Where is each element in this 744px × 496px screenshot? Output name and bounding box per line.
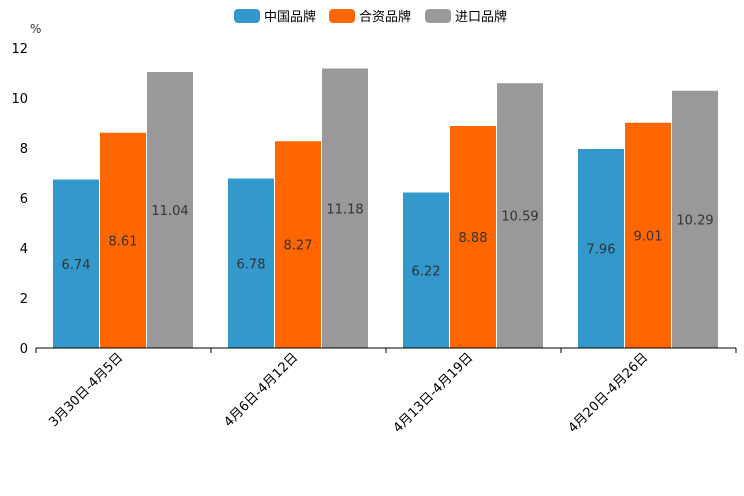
y-tick-label: 12 <box>11 42 28 57</box>
x-category-label: 4月13日-4月19日 <box>391 350 477 436</box>
bar-series <box>53 68 718 348</box>
data-label: 6.78 <box>237 257 266 272</box>
legend-label: 合资品牌 <box>359 9 411 25</box>
data-labels: 6.74 6.78 6.22 7.96 8.61 8.27 8.88 9.01 11.04 11.… <box>62 202 714 279</box>
bar-2-2 <box>275 141 321 348</box>
data-label: 10.59 <box>501 210 538 225</box>
data-label: 11.18 <box>326 202 363 217</box>
data-label: 8.88 <box>459 231 488 246</box>
y-tick-label: 0 <box>20 342 28 357</box>
bar-1-2 <box>228 178 274 348</box>
y-tick-label: 8 <box>20 142 28 157</box>
y-tick-label: 6 <box>20 192 28 207</box>
legend: 中国品牌 合资品牌 进口品牌 <box>234 9 507 25</box>
bar-2-3 <box>450 126 496 348</box>
bar-3-2 <box>322 68 368 348</box>
data-label: 10.29 <box>676 213 713 228</box>
x-category-label: 4月6日-4月12日 <box>221 350 301 430</box>
y-axis-unit-label: % <box>30 22 41 36</box>
x-category-label: 4月20日-4月26日 <box>566 350 652 436</box>
bar-1-4 <box>578 149 624 348</box>
y-tick-label: 4 <box>20 242 28 257</box>
legend-swatch <box>425 9 451 23</box>
bar-3-4 <box>672 90 718 348</box>
legend-swatch <box>234 9 260 23</box>
bar-1-3 <box>403 192 449 348</box>
data-label: 7.96 <box>587 243 616 258</box>
data-label: 6.74 <box>62 258 91 273</box>
legend-swatch <box>329 9 355 23</box>
bar-2-1 <box>100 132 146 348</box>
bar-3-1 <box>147 72 193 348</box>
legend-label: 进口品牌 <box>455 9 507 25</box>
data-label: 8.61 <box>109 234 138 249</box>
y-tick-label: 10 <box>11 92 28 107</box>
data-label: 9.01 <box>634 229 663 244</box>
bar-2-4 <box>625 122 671 348</box>
data-label: 6.22 <box>412 264 441 279</box>
x-category-label: 3月30日-4月5日 <box>46 350 126 430</box>
x-axis-ticks: 3月30日-4月5日 4月6日-4月12日 4月13日-4月19日 4月20日-4月2… <box>35 348 737 436</box>
data-label: 11.04 <box>151 204 188 219</box>
data-label: 8.27 <box>284 239 313 254</box>
bar-1-1 <box>53 179 99 348</box>
y-tick-label: 2 <box>20 292 28 307</box>
bar-3-3 <box>497 83 543 348</box>
legend-label: 中国品牌 <box>264 9 316 25</box>
y-axis-ticks: 0 2 4 6 8 10 12 <box>11 42 28 357</box>
